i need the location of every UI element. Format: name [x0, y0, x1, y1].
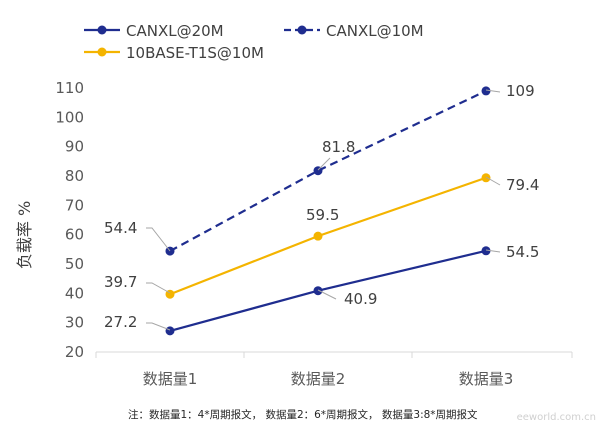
data-label: 81.8	[322, 138, 355, 156]
data-label: 79.4	[506, 176, 539, 194]
y-axis: 20 30 40 50 60 70 80 90 100 110	[55, 79, 84, 361]
y-tick-label: 110	[55, 79, 84, 97]
legend-swatch-marker	[297, 25, 307, 35]
data-label: 109	[506, 82, 535, 100]
data-label: 27.2	[104, 313, 137, 331]
leader-line	[317, 289, 337, 300]
y-axis-title: 负载率 %	[15, 201, 34, 269]
data-point	[481, 246, 491, 256]
y-tick-label: 90	[65, 138, 84, 156]
legend-swatch-marker	[97, 47, 107, 57]
data-point	[481, 86, 491, 96]
leader-line	[485, 249, 501, 253]
x-tick-label: 数据量1	[143, 370, 198, 388]
legend-label: CANXL@20M	[126, 22, 224, 40]
y-tick-label: 60	[65, 226, 84, 244]
data-label: 59.5	[306, 206, 339, 224]
y-tick-label: 20	[65, 343, 84, 361]
x-tick-label: 数据量2	[291, 370, 346, 388]
series-line	[169, 249, 487, 332]
leader-line	[485, 89, 501, 93]
data-point	[165, 326, 175, 336]
data-point	[481, 173, 491, 183]
series-line	[169, 89, 487, 253]
y-tick-label: 70	[65, 196, 84, 214]
data-point	[165, 246, 175, 256]
data-labels: 27.2 40.9 54.5 54.4 81.8 109 39.7 59.5 79.4	[104, 82, 539, 331]
y-tick-label: 50	[65, 255, 84, 273]
legend-label: CANXL@10M	[326, 22, 424, 40]
data-label: 40.9	[344, 290, 377, 308]
data-point	[313, 166, 323, 176]
legend: CANXL@20M CANXL@10M 10BASE-T1S@10M	[84, 22, 424, 62]
data-label: 39.7	[104, 273, 137, 291]
legend-label: 10BASE-T1S@10M	[126, 44, 264, 62]
y-tick-label: 80	[65, 167, 84, 185]
x-tick-label: 数据量3	[459, 370, 514, 388]
x-axis: 数据量1 数据量2 数据量3	[95, 351, 573, 388]
leader-line	[146, 227, 171, 252]
series-layer	[165, 86, 491, 336]
y-tick-label: 40	[65, 284, 84, 302]
data-point	[313, 231, 323, 241]
legend-swatch-marker	[97, 25, 107, 35]
watermark: eeworld.com.cn	[517, 412, 596, 423]
data-label: 54.4	[104, 219, 137, 237]
footnote: 注：数据量1：4*周期报文， 数据量2：6*周期报文， 数据量3:8*周期报文	[128, 408, 478, 421]
data-point	[313, 286, 323, 296]
leader-line	[146, 322, 171, 331]
y-tick-label: 100	[55, 108, 84, 126]
data-label: 54.5	[506, 243, 539, 261]
y-tick-label: 30	[65, 314, 84, 332]
leader-line	[485, 176, 501, 186]
series-line	[169, 176, 487, 296]
leader-line	[146, 282, 171, 294]
leader-line	[317, 157, 331, 171]
